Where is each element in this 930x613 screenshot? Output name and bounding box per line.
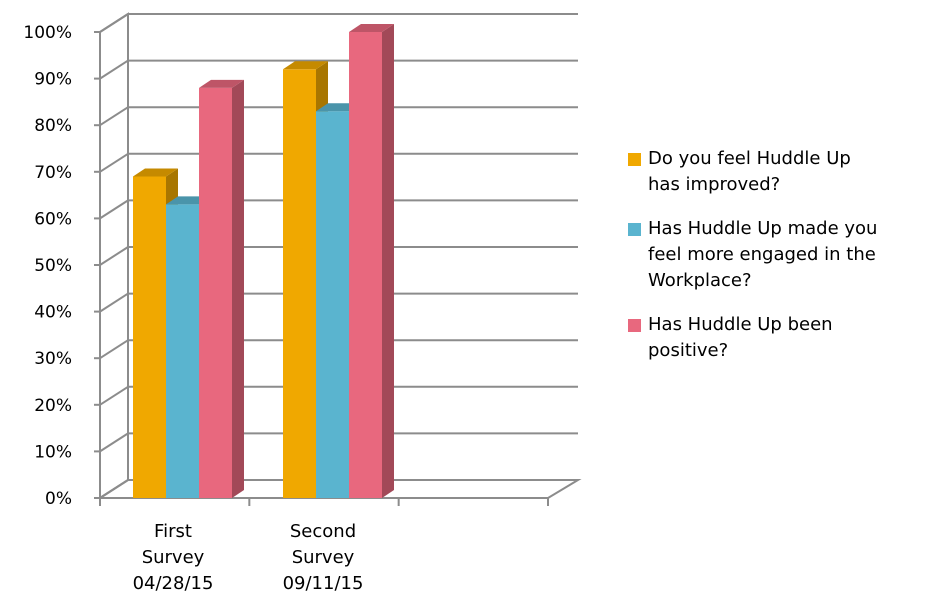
bar-top bbox=[133, 168, 178, 177]
legend-swatch bbox=[628, 153, 641, 166]
y-tick-label: 60% bbox=[34, 209, 72, 229]
bar-top bbox=[283, 61, 328, 70]
y-tick-label: 30% bbox=[34, 349, 72, 369]
bar-side bbox=[382, 24, 394, 498]
legend-label: Workplace? bbox=[648, 270, 752, 291]
gridline-side bbox=[99, 246, 129, 266]
legend-label: has improved? bbox=[648, 174, 781, 195]
legend-label: Has Huddle Up made you bbox=[648, 218, 878, 239]
bar-front bbox=[349, 32, 382, 498]
legend-label: Do you feel Huddle Up bbox=[648, 148, 851, 169]
legend-swatch bbox=[628, 319, 641, 332]
gridline-side bbox=[99, 292, 129, 313]
legend-item: Do you feel Huddle Up has improved? bbox=[626, 146, 926, 198]
x-category-label: 09/11/15 bbox=[283, 573, 364, 594]
gridline-side bbox=[99, 339, 129, 360]
legend-label: Has Huddle Up been bbox=[648, 314, 833, 335]
y-axis-ticks: 0% 10% 20% 30% 40% 50% 60% 70% 80% 90% 100% bbox=[23, 23, 549, 509]
gridline-side bbox=[99, 13, 129, 33]
bar-top bbox=[349, 24, 394, 32]
gridline-side bbox=[99, 106, 129, 127]
y-tick-label: 100% bbox=[23, 23, 72, 43]
y-tick-label: 50% bbox=[34, 256, 72, 276]
gridline-side bbox=[99, 385, 129, 406]
gridline-side bbox=[99, 479, 129, 499]
bar-front bbox=[166, 204, 199, 499]
x-category-label: First bbox=[154, 521, 192, 542]
y-tick-label: 40% bbox=[34, 303, 72, 323]
bar-top bbox=[199, 79, 244, 88]
x-category-label: 04/28/15 bbox=[133, 573, 214, 594]
gridline-side bbox=[99, 59, 129, 80]
bars bbox=[133, 24, 394, 499]
y-tick-label: 70% bbox=[34, 163, 72, 183]
bar-side bbox=[232, 79, 244, 499]
x-category-label: Survey bbox=[292, 547, 355, 568]
y-tick-label: 10% bbox=[34, 442, 72, 462]
legend-label: positive? bbox=[648, 340, 729, 361]
bar bbox=[199, 79, 244, 499]
x-category-label: Survey bbox=[142, 547, 205, 568]
legend-item: Has Huddle Up made you feel more engaged … bbox=[626, 216, 926, 294]
y-tick-label: 90% bbox=[34, 70, 72, 90]
bar-front bbox=[316, 111, 349, 498]
legend-swatch bbox=[628, 223, 641, 236]
bar bbox=[349, 24, 394, 498]
legend-label: feel more engaged in the bbox=[648, 244, 876, 265]
y-tick-label: 20% bbox=[34, 396, 72, 416]
legend-item: Has Huddle Up been positive? bbox=[626, 312, 926, 364]
x-category-label: Second bbox=[290, 521, 356, 542]
x-axis-labels: First Survey 04/28/15 Second Survey 09/11/15 bbox=[133, 521, 364, 594]
bar-front bbox=[283, 69, 316, 498]
gridline-side bbox=[99, 199, 129, 220]
gridline-side bbox=[99, 152, 129, 173]
legend: Do you feel Huddle Up has improved? Has Hu… bbox=[626, 146, 926, 382]
y-tick-label: 80% bbox=[34, 116, 72, 136]
gridline-side bbox=[99, 432, 129, 453]
bar-front bbox=[133, 176, 166, 498]
bar-front bbox=[199, 87, 232, 499]
y-tick-label: 0% bbox=[45, 489, 72, 509]
